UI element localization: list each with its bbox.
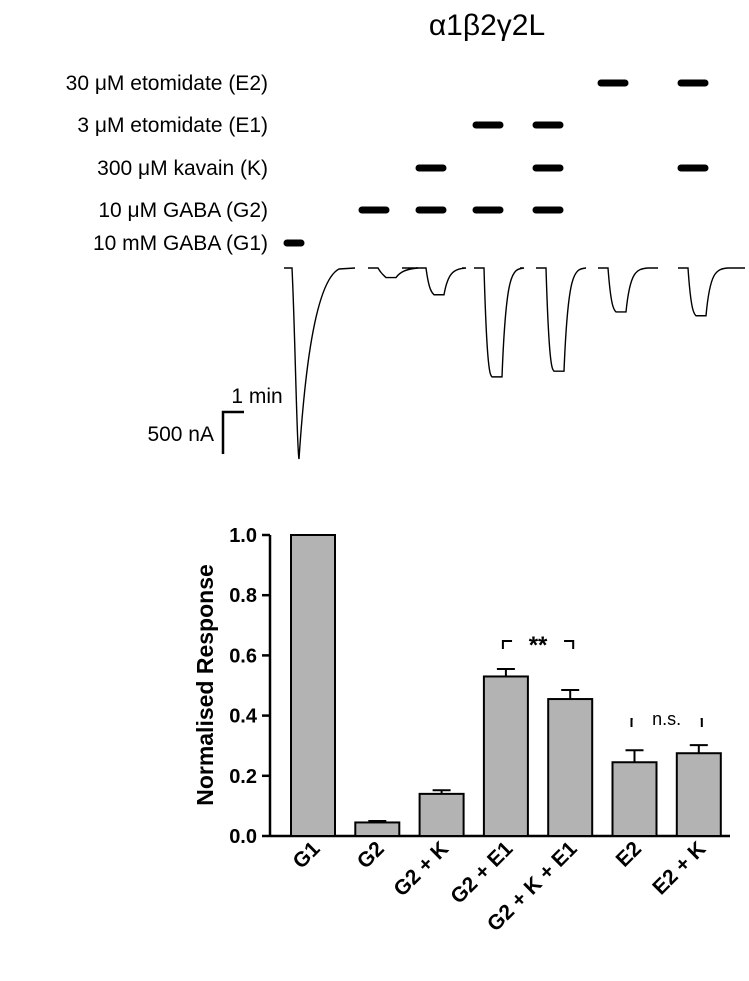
figure-title: α1β2γ2L xyxy=(429,9,545,42)
significance-bracket xyxy=(630,718,633,727)
scale-bar: 1 min 500 nA xyxy=(147,385,283,454)
current-trace xyxy=(284,267,356,460)
y-axis-label: Normalised Response xyxy=(192,564,218,806)
significance-label: ** xyxy=(529,632,548,659)
y-tick-label: 0.8 xyxy=(229,585,257,607)
bar xyxy=(547,698,594,837)
bar xyxy=(675,752,722,837)
significance-bracket xyxy=(501,640,513,649)
y-tick-label: 0.2 xyxy=(229,766,257,788)
scale-time-label: 1 min xyxy=(231,385,282,408)
drug-application-panel: 30 μM etomidate (E2) 3 μM etomidate (E1) 3… xyxy=(66,72,709,255)
significance-bracket xyxy=(564,640,575,649)
bar xyxy=(418,792,465,837)
current-trace xyxy=(416,267,467,296)
drug-label: 300 μM kavain (K) xyxy=(97,157,268,180)
bar xyxy=(354,821,401,838)
drug-label: 30 μM etomidate (E2) xyxy=(66,72,268,95)
current-trace xyxy=(474,267,525,378)
scale-bar-lines xyxy=(221,410,244,454)
scale-current-label: 500 nA xyxy=(147,423,214,446)
bar xyxy=(290,534,336,837)
significance-label: n.s. xyxy=(652,709,681,729)
bar-chart: Normalised Response 0.0 0.2 0.4 0.6 0.8 1.0 G… xyxy=(192,525,730,936)
y-tick-label: 1.0 xyxy=(229,525,257,547)
y-tick-label: 0.4 xyxy=(229,706,258,728)
significance-annotations: ** n.s. xyxy=(501,632,703,729)
current-trace xyxy=(598,267,658,313)
drug-label: 10 mM GABA (G1) xyxy=(93,232,268,255)
x-category-label: G1 xyxy=(288,837,324,873)
current-trace xyxy=(678,267,745,317)
significance-bracket xyxy=(700,718,703,727)
drug-label: 10 μM GABA (G2) xyxy=(98,199,268,222)
current-trace xyxy=(536,267,587,372)
current-traces xyxy=(284,267,745,460)
y-tick-label: 0.6 xyxy=(229,645,257,667)
y-tick-label: 0.0 xyxy=(229,826,257,848)
bar xyxy=(611,761,658,838)
drug-label: 3 μM etomidate (E1) xyxy=(77,114,268,137)
x-category-label: E2 xyxy=(612,837,646,871)
x-category-label: G2 xyxy=(353,837,389,873)
current-trace xyxy=(368,267,419,279)
x-category-label: E2 + K xyxy=(648,837,710,899)
x-category-label: G2 + K xyxy=(389,837,453,901)
bar xyxy=(482,675,529,837)
bars xyxy=(290,534,722,838)
